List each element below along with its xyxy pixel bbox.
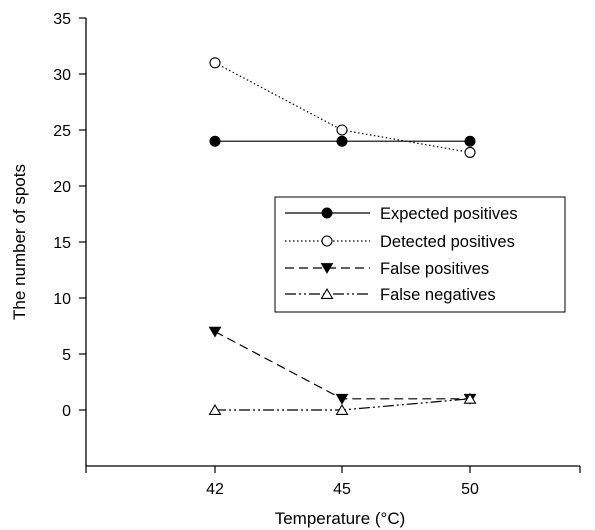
y-tick-label: 5 xyxy=(62,347,71,364)
marker-open-triangle-up xyxy=(463,392,477,404)
ticks: 0 5 10 15 20 25 30 35 42 45 50 xyxy=(53,11,581,498)
y-tick-label: 15 xyxy=(53,235,71,252)
marker-open-circle xyxy=(209,57,221,69)
y-tick-label: 25 xyxy=(53,123,71,140)
legend-label-1: Detected positives xyxy=(380,233,515,251)
legend: Expected positives Detected positives Fals… xyxy=(274,196,566,313)
legend-label-2: False positives xyxy=(380,260,489,278)
x-axis-title: Temperature (°C) xyxy=(275,509,406,528)
y-tick-label: 10 xyxy=(53,291,71,308)
legend-label-0: Expected positives xyxy=(380,205,518,223)
marker-filled-circle xyxy=(464,135,476,147)
marker-filled-triangle-down xyxy=(335,393,349,405)
marker-open-triangle-up xyxy=(335,403,349,415)
marker-filled-circle xyxy=(336,135,348,147)
series-line-2 xyxy=(214,331,470,400)
marker-filled-triangle-down xyxy=(320,263,334,274)
x-tick-label: 45 xyxy=(333,481,351,498)
legend-label-3: False negatives xyxy=(380,286,496,304)
marker-open-triangle-up xyxy=(208,403,222,415)
y-tick-label: 35 xyxy=(53,11,71,28)
marker-open-circle xyxy=(336,124,348,136)
series-markers xyxy=(208,57,477,415)
marker-open-circle xyxy=(321,235,333,247)
x-tick-label: 42 xyxy=(206,481,224,498)
marker-open-triangle-up xyxy=(320,287,334,299)
marker-filled-circle xyxy=(209,135,221,147)
x-tick-label: 50 xyxy=(461,481,479,498)
y-axis-title: The number of spots xyxy=(10,164,29,320)
y-tick-label: 30 xyxy=(53,67,71,84)
marker-open-circle xyxy=(464,146,476,158)
marker-filled-circle xyxy=(321,207,333,219)
marker-filled-triangle-down xyxy=(208,326,222,338)
y-tick-label: 0 xyxy=(62,403,71,420)
y-tick-label: 20 xyxy=(53,179,71,196)
